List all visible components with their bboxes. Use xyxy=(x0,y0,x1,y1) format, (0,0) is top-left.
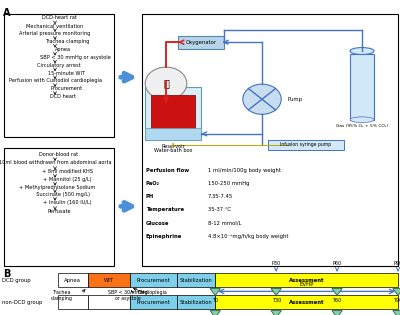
Text: Trachea clamping: Trachea clamping xyxy=(45,39,89,44)
FancyBboxPatch shape xyxy=(177,273,215,287)
Text: Succinate (500 mg/L): Succinate (500 mg/L) xyxy=(32,192,90,197)
Text: 4.8×10⁻³mg/h/kg body weight: 4.8×10⁻³mg/h/kg body weight xyxy=(208,234,288,239)
Text: 8-12 mmol/L: 8-12 mmol/L xyxy=(208,220,241,226)
Polygon shape xyxy=(393,311,400,315)
FancyBboxPatch shape xyxy=(215,273,398,287)
Text: 7.35-7.45: 7.35-7.45 xyxy=(208,194,233,199)
FancyBboxPatch shape xyxy=(130,295,177,309)
Text: 1 ml/min/100g body weight: 1 ml/min/100g body weight xyxy=(208,168,281,173)
Text: PaO₂: PaO₂ xyxy=(146,181,160,186)
Text: Procurement: Procurement xyxy=(137,300,170,305)
Text: Assessment: Assessment xyxy=(289,300,324,305)
Text: B: B xyxy=(3,269,10,279)
FancyBboxPatch shape xyxy=(130,273,177,287)
FancyBboxPatch shape xyxy=(215,295,398,309)
FancyBboxPatch shape xyxy=(350,54,374,120)
Text: T60: T60 xyxy=(332,298,342,303)
Text: + Mannitol (25 g/L): + Mannitol (25 g/L) xyxy=(43,177,91,182)
FancyBboxPatch shape xyxy=(142,14,398,266)
Text: T30: T30 xyxy=(272,298,281,303)
Polygon shape xyxy=(332,311,342,315)
Text: Reservoir: Reservoir xyxy=(161,144,185,149)
Text: WIT: WIT xyxy=(104,278,114,283)
Text: DCD group: DCD group xyxy=(2,278,31,283)
Text: Temperature: Temperature xyxy=(146,207,184,212)
FancyBboxPatch shape xyxy=(151,95,195,133)
Text: DCD heart: DCD heart xyxy=(50,94,76,99)
Text: Procurement: Procurement xyxy=(137,278,170,283)
Text: T90: T90 xyxy=(394,298,400,303)
Circle shape xyxy=(145,67,187,100)
Polygon shape xyxy=(332,289,342,295)
FancyBboxPatch shape xyxy=(88,273,130,287)
Text: T0: T0 xyxy=(212,298,218,303)
Text: 35-37 °C: 35-37 °C xyxy=(208,207,231,212)
Text: Arterial pressure monitoring: Arterial pressure monitoring xyxy=(19,31,91,36)
Text: + 8ml modified KHS: + 8ml modified KHS xyxy=(42,169,92,174)
Text: Oxygenator: Oxygenator xyxy=(186,40,216,45)
Text: 🫀: 🫀 xyxy=(163,78,169,89)
Text: Perfusate: Perfusate xyxy=(47,209,71,214)
Text: Assessment: Assessment xyxy=(289,278,324,283)
FancyBboxPatch shape xyxy=(88,295,130,309)
Text: Procurement: Procurement xyxy=(51,86,83,91)
Text: Stabilization: Stabilization xyxy=(180,278,212,283)
Text: Apnea: Apnea xyxy=(64,278,81,283)
FancyBboxPatch shape xyxy=(177,295,215,309)
Text: DCD-heart rat: DCD-heart rat xyxy=(42,15,76,20)
Polygon shape xyxy=(271,311,281,315)
FancyBboxPatch shape xyxy=(145,87,201,140)
Text: P30: P30 xyxy=(272,261,281,266)
FancyBboxPatch shape xyxy=(58,295,88,309)
Text: SBP < 30 mmHg
or asystole: SBP < 30 mmHg or asystole xyxy=(108,290,148,301)
Text: Pump: Pump xyxy=(288,97,303,102)
Text: Infusion syringe pump: Infusion syringe pump xyxy=(280,142,332,147)
Polygon shape xyxy=(393,289,400,295)
Text: 10ml blood withdrawn from abdominal aorta: 10ml blood withdrawn from abdominal aort… xyxy=(0,160,111,165)
Text: Epinephrine: Epinephrine xyxy=(146,234,182,239)
Polygon shape xyxy=(271,289,281,295)
Text: EVHP: EVHP xyxy=(299,282,314,287)
FancyBboxPatch shape xyxy=(4,14,114,137)
Text: Perfusion with Custodiol cardioplegia: Perfusion with Custodiol cardioplegia xyxy=(8,78,102,83)
Ellipse shape xyxy=(350,117,374,123)
FancyBboxPatch shape xyxy=(268,140,344,150)
FancyBboxPatch shape xyxy=(178,36,224,49)
FancyBboxPatch shape xyxy=(4,148,114,266)
Circle shape xyxy=(243,84,281,114)
Text: Circulatory arrest: Circulatory arrest xyxy=(37,63,81,68)
Text: Gas (95% O₂ + 5% CO₂): Gas (95% O₂ + 5% CO₂) xyxy=(336,124,388,129)
Text: PH: PH xyxy=(146,194,154,199)
Text: Water-bath box: Water-bath box xyxy=(154,148,192,153)
Text: + Methylprednisolone Sodium: + Methylprednisolone Sodium xyxy=(19,185,95,190)
Polygon shape xyxy=(210,289,220,295)
Text: Mechanical ventilation: Mechanical ventilation xyxy=(26,24,84,29)
Text: 150-250 mmHg: 150-250 mmHg xyxy=(208,181,250,186)
Text: P90: P90 xyxy=(394,261,400,266)
Text: Perfusion flow: Perfusion flow xyxy=(146,168,189,173)
Text: Donor-blood rat: Donor-blood rat xyxy=(40,152,78,158)
Text: Stabilization: Stabilization xyxy=(180,300,212,305)
Text: P60: P60 xyxy=(332,261,342,266)
Text: Trachea
clamping: Trachea clamping xyxy=(51,290,73,301)
FancyBboxPatch shape xyxy=(58,273,88,287)
Ellipse shape xyxy=(350,48,374,54)
Text: Apnea: Apnea xyxy=(55,47,71,52)
Text: A: A xyxy=(3,8,11,18)
FancyBboxPatch shape xyxy=(145,128,201,140)
Text: SBP < 30 mmHg or asystole: SBP < 30 mmHg or asystole xyxy=(40,55,110,60)
Text: 15-minute WIT: 15-minute WIT xyxy=(48,71,86,76)
Text: + Insulin (160 IU/L): + Insulin (160 IU/L) xyxy=(43,200,91,205)
Text: Cardioplegia: Cardioplegia xyxy=(137,290,167,295)
Text: Glucose: Glucose xyxy=(146,220,170,226)
Polygon shape xyxy=(210,311,220,315)
Text: non-DCD group: non-DCD group xyxy=(2,300,42,305)
